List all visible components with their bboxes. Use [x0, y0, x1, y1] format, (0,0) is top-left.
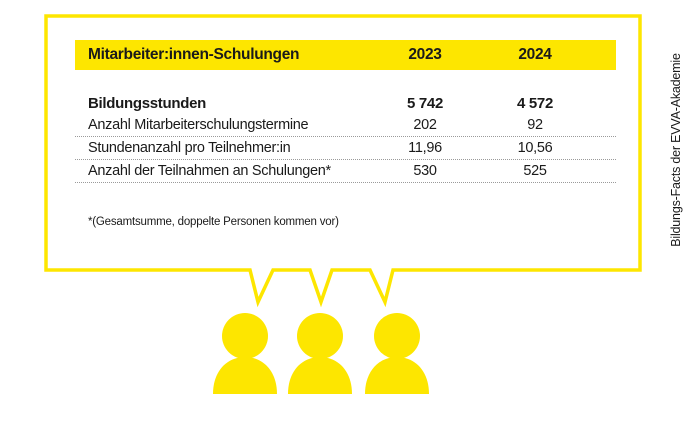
table-header: Mitarbeiter:innen-Schulungen 2023 2024 [75, 40, 616, 70]
row-label: Anzahl der Teilnahmen an Schulungen* [88, 163, 331, 179]
row-value-2023: 11,96 [408, 140, 442, 156]
header-2023: 2023 [408, 46, 442, 63]
footnote: *(Gesamtsumme, doppelte Personen kommen … [88, 216, 339, 228]
header-label: Mitarbeiter:innen-Schulungen [88, 46, 300, 63]
row-label: Anzahl Mitarbeiterschulungstermine [88, 117, 309, 133]
table-row: Anzahl der Teilnahmen an Schulungen* 530… [75, 160, 616, 183]
row-label: Bildungsstunden [88, 94, 206, 112]
header-2024: 2024 [518, 46, 552, 63]
person-icon [365, 313, 429, 394]
person-icon [213, 313, 277, 394]
side-label: Bildungs-Facts der EVVA-Akademie [669, 53, 683, 247]
row-value-2024: 525 [523, 163, 547, 179]
person-icon [288, 313, 352, 394]
row-value-2023: 202 [413, 117, 437, 133]
row-value-2024: 92 [527, 117, 543, 133]
row-value-2023: 5 742 [406, 94, 444, 112]
row-value-2024: 10,56 [517, 140, 553, 156]
row-value-2024: 4 572 [516, 94, 554, 112]
row-label: Stundenanzahl pro Teilnehmer:in [88, 140, 291, 156]
table-row: Bildungsstunden 5 742 4 572 [75, 92, 616, 114]
training-table: Mitarbeiter:innen-Schulungen 2023 2024 B… [75, 40, 616, 183]
table-row: Anzahl Mitarbeiterschulungstermine 202 9… [75, 114, 616, 137]
row-value-2023: 530 [413, 163, 437, 179]
table-row: Stundenanzahl pro Teilnehmer:in 11,96 10… [75, 137, 616, 160]
